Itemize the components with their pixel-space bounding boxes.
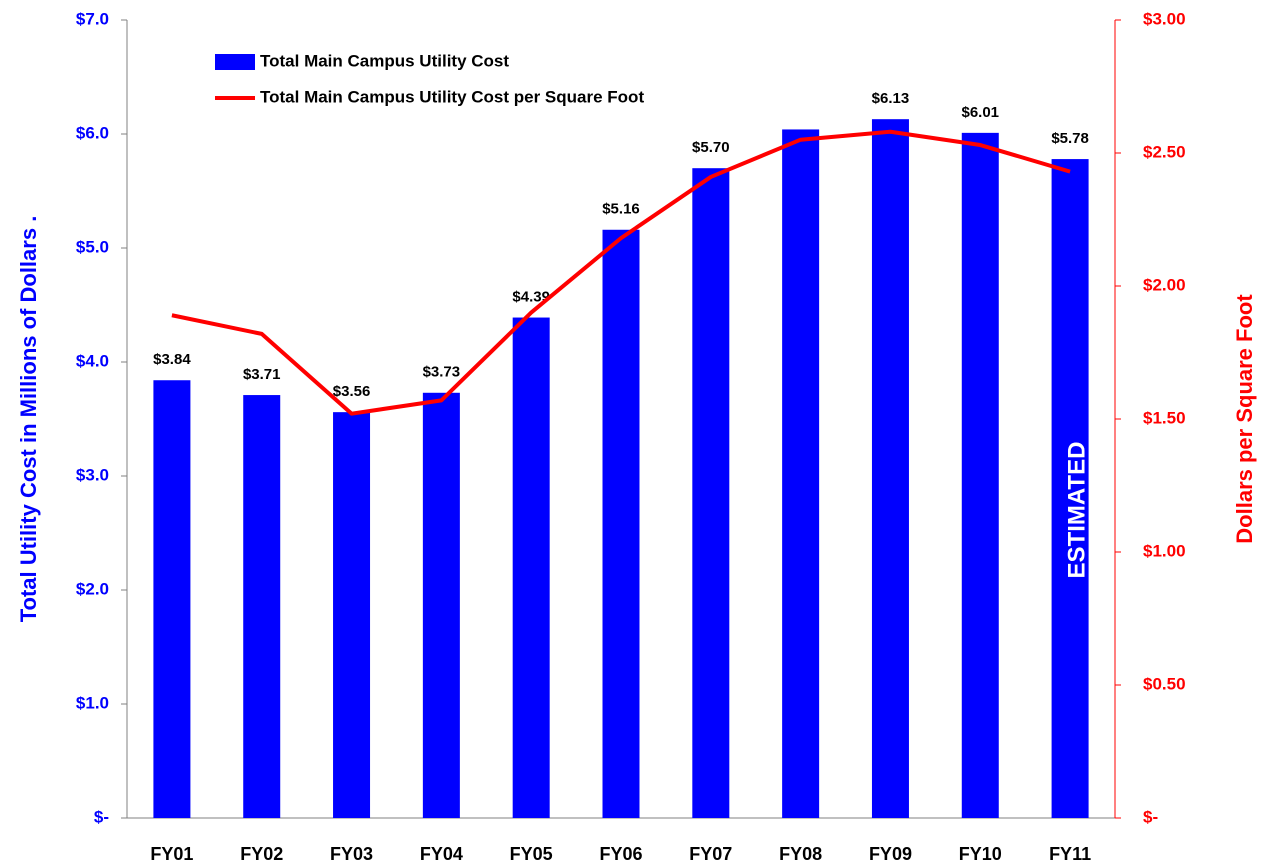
annotation: ESTIMATED — [1063, 442, 1090, 579]
x-tick-label: FY10 — [959, 844, 1002, 864]
value-label: $4.39 — [512, 289, 550, 306]
y2-tick-label: $3.00 — [1143, 9, 1186, 28]
y2-tick-label: $1.00 — [1143, 541, 1186, 560]
value-label: $3.71 — [243, 366, 281, 383]
x-tick-label: FY06 — [599, 844, 642, 864]
bar — [871, 119, 909, 819]
bar — [153, 380, 191, 818]
value-label: $5.78 — [1051, 130, 1089, 147]
bar — [512, 317, 550, 818]
y-tick-label: $5.0 — [76, 237, 109, 256]
bar — [1051, 159, 1089, 818]
y2-axis-title: Dollars per Square Foot — [1232, 294, 1257, 544]
value-label: $3.56 — [333, 383, 371, 400]
y-tick-label: $4.0 — [76, 351, 109, 370]
y-tick-label: $3.0 — [76, 465, 109, 484]
value-label: $6.13 — [872, 90, 910, 107]
value-label: $5.70 — [692, 139, 730, 156]
legend-label: Total Main Campus Utility Cost per Squar… — [260, 87, 644, 106]
y-tick-label: $6.0 — [76, 123, 109, 142]
bar — [782, 129, 820, 818]
bar — [333, 412, 371, 818]
value-label: $3.73 — [423, 364, 461, 381]
value-label: $5.16 — [602, 201, 640, 218]
legend-swatch — [215, 54, 255, 70]
bar — [243, 395, 281, 818]
x-tick-label: FY02 — [240, 844, 283, 864]
y-axis-title: Total Utility Cost in Millions of Dollar… — [16, 216, 41, 623]
x-tick-label: FY09 — [869, 844, 912, 864]
x-tick-label: FY05 — [510, 844, 553, 864]
y-tick-label: $7.0 — [76, 9, 109, 28]
bar — [692, 168, 730, 818]
bar — [602, 229, 640, 818]
legend-label: Total Main Campus Utility Cost — [260, 51, 509, 70]
bar — [961, 132, 999, 819]
y2-tick-label: $2.50 — [1143, 142, 1186, 161]
value-label: $3.84 — [153, 351, 191, 368]
value-label: $6.01 — [961, 104, 999, 121]
y2-tick-label: $- — [1143, 807, 1158, 826]
x-tick-label: FY08 — [779, 844, 822, 864]
x-tick-label: FY01 — [150, 844, 193, 864]
y-tick-label: $1.0 — [76, 693, 109, 712]
y2-tick-label: $2.00 — [1143, 275, 1186, 294]
bar — [422, 392, 460, 818]
x-tick-label: FY03 — [330, 844, 373, 864]
x-tick-label: FY11 — [1049, 844, 1091, 864]
y-tick-label: $- — [94, 807, 109, 826]
x-tick-label: FY07 — [689, 844, 732, 864]
x-tick-label: FY04 — [420, 844, 463, 864]
y2-tick-label: $0.50 — [1143, 674, 1186, 693]
line — [171, 129, 1071, 416]
y-tick-label: $2.0 — [76, 579, 109, 598]
y2-tick-label: $1.50 — [1143, 408, 1186, 427]
